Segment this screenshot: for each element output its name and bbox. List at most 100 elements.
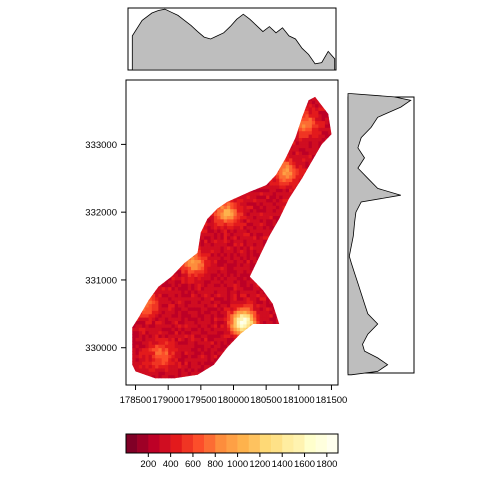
heatmap-cell bbox=[272, 313, 277, 318]
heatmap-cell bbox=[305, 141, 310, 145]
heatmap-cell bbox=[217, 256, 221, 261]
heatmap-cell bbox=[210, 351, 215, 355]
heatmap-cell bbox=[194, 357, 198, 362]
heatmap-cell bbox=[240, 252, 244, 257]
heatmap-cell bbox=[256, 205, 261, 210]
heatmap-cell bbox=[164, 340, 169, 345]
heatmap-cell bbox=[151, 337, 156, 342]
heatmap-cell bbox=[158, 307, 163, 311]
heatmap-cell bbox=[174, 340, 179, 345]
heatmap-cell bbox=[213, 283, 218, 288]
heatmap-cell bbox=[233, 310, 238, 315]
heatmap-cell bbox=[135, 357, 140, 362]
heatmap-cell bbox=[132, 327, 136, 332]
heatmap-cell bbox=[200, 235, 205, 240]
heatmap-cell bbox=[168, 296, 172, 301]
heatmap-cell bbox=[226, 290, 231, 294]
heatmap-cell bbox=[226, 229, 231, 233]
heatmap-cell bbox=[292, 161, 296, 166]
heatmap-cell bbox=[155, 303, 159, 308]
heatmap-cell bbox=[230, 327, 234, 332]
heatmap-cell bbox=[200, 324, 205, 328]
heatmap-cell bbox=[194, 330, 198, 335]
heatmap-cell bbox=[220, 215, 225, 220]
heatmap-cell bbox=[220, 283, 225, 288]
heatmap-cell bbox=[233, 229, 238, 233]
heatmap-cell bbox=[184, 300, 189, 305]
heatmap-cell bbox=[230, 208, 234, 213]
heatmap-cell bbox=[174, 361, 179, 366]
heatmap-cell bbox=[295, 154, 300, 159]
heatmap-cell bbox=[204, 364, 208, 369]
heatmap-cell bbox=[197, 344, 202, 349]
heatmap-cell bbox=[298, 141, 303, 145]
heatmap-cell bbox=[204, 276, 208, 281]
heatmap-cell bbox=[194, 283, 198, 288]
heatmap-cell bbox=[168, 330, 172, 335]
heatmap-cell bbox=[164, 337, 169, 342]
heatmap-cell bbox=[275, 215, 280, 220]
heatmap-cell bbox=[181, 361, 185, 366]
heatmap-cell bbox=[275, 178, 280, 183]
heatmap-cell bbox=[246, 259, 251, 264]
heatmap-cell bbox=[249, 293, 254, 298]
heatmap-cell bbox=[197, 368, 202, 372]
heatmap-cell bbox=[200, 300, 205, 305]
heatmap-cell bbox=[226, 307, 231, 311]
heatmap-cell bbox=[142, 368, 146, 372]
heatmap-cell bbox=[138, 361, 143, 366]
heatmap-cell bbox=[142, 327, 146, 332]
heatmap-cell bbox=[148, 361, 153, 366]
heatmap-cell bbox=[177, 300, 182, 305]
heatmap-cell bbox=[266, 208, 270, 213]
heatmap-cell bbox=[204, 246, 208, 250]
heatmap-cell bbox=[197, 256, 202, 261]
heatmap-cell bbox=[204, 239, 208, 244]
heatmap-cell bbox=[151, 357, 156, 362]
heatmap-cell bbox=[262, 320, 267, 325]
heatmap-cell bbox=[171, 317, 176, 322]
heatmap-cell bbox=[233, 218, 238, 223]
heatmap-cell bbox=[236, 202, 241, 206]
heatmap-cell bbox=[266, 235, 270, 240]
heatmap-cell bbox=[151, 317, 156, 322]
heatmap-cell bbox=[246, 317, 251, 322]
heatmap-cell bbox=[230, 225, 234, 230]
heatmap-cell bbox=[200, 246, 205, 250]
heatmap-cell bbox=[197, 300, 202, 305]
heatmap-cell bbox=[240, 317, 244, 322]
heatmap-cell bbox=[151, 320, 156, 325]
heatmap-cell bbox=[210, 232, 215, 237]
heatmap-cell bbox=[184, 324, 189, 328]
heatmap-cell bbox=[249, 191, 254, 196]
heatmap-cell bbox=[259, 242, 264, 247]
heatmap-cell bbox=[246, 300, 251, 305]
heatmap-cell bbox=[181, 263, 185, 267]
heatmap-cell bbox=[249, 202, 254, 206]
heatmap-cell bbox=[200, 334, 205, 338]
heatmap-cell bbox=[220, 256, 225, 261]
heatmap-cell bbox=[213, 327, 218, 332]
heatmap-cell bbox=[168, 290, 172, 294]
heatmap-cell bbox=[177, 334, 182, 338]
heatmap-cell bbox=[243, 313, 247, 318]
heatmap-cell bbox=[194, 364, 198, 369]
heatmap-cell bbox=[223, 263, 228, 267]
heatmap-cell bbox=[171, 283, 176, 288]
heatmap-cell bbox=[246, 249, 251, 254]
heatmap-cell bbox=[210, 259, 215, 264]
heatmap-cell bbox=[226, 317, 231, 322]
heatmap-cell bbox=[174, 296, 179, 301]
heatmap-cell bbox=[240, 222, 244, 227]
heatmap-cell bbox=[249, 252, 254, 257]
heatmap-cell bbox=[272, 218, 277, 223]
heatmap-cell bbox=[171, 371, 176, 376]
heatmap-cell bbox=[269, 225, 274, 230]
heatmap-cell bbox=[142, 351, 146, 355]
heatmap-cell bbox=[259, 320, 264, 325]
heatmap-cell bbox=[269, 188, 274, 193]
heatmap-cell bbox=[233, 327, 238, 332]
heatmap-cell bbox=[292, 171, 296, 176]
heatmap-cell bbox=[262, 185, 267, 189]
heatmap-cell bbox=[194, 371, 198, 376]
